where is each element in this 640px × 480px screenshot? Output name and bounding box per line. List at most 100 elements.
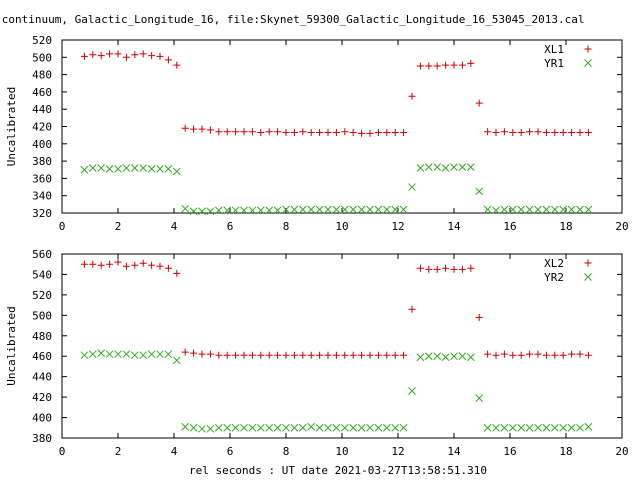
data-point xyxy=(450,265,458,273)
data-point xyxy=(223,423,232,432)
data-point xyxy=(172,167,181,176)
data-point xyxy=(131,261,139,269)
data-point xyxy=(122,164,131,172)
data-point xyxy=(576,205,584,214)
data-point xyxy=(425,62,433,70)
data-point xyxy=(458,61,466,69)
data-point xyxy=(307,422,316,431)
data-point xyxy=(240,206,248,215)
y-tick-label: 500 xyxy=(32,51,52,64)
data-point xyxy=(265,128,273,136)
data-point xyxy=(433,163,442,172)
upper-panel: 320 340 360 380 400 420 440 460 480 500 520 0 2 4 6 8 10… xyxy=(5,34,629,233)
y-tick-label: 400 xyxy=(32,412,52,425)
y-tick-label: 360 xyxy=(32,172,52,185)
y-tick-label: 520 xyxy=(32,34,52,47)
data-point xyxy=(298,423,307,432)
data-point xyxy=(559,129,567,137)
data-point xyxy=(181,348,189,356)
data-point xyxy=(542,205,551,214)
data-point xyxy=(206,424,215,433)
data-point xyxy=(248,423,257,432)
data-point xyxy=(534,423,542,432)
data-point xyxy=(315,205,324,214)
data-point xyxy=(576,350,584,358)
data-point xyxy=(475,313,483,321)
data-point xyxy=(483,205,492,214)
data-point xyxy=(416,353,425,362)
data-point xyxy=(316,129,324,137)
data-point xyxy=(332,205,341,214)
legend-label: XL2 xyxy=(544,257,564,270)
x-tick-label: 12 xyxy=(391,220,404,233)
data-point xyxy=(181,124,189,132)
data-point xyxy=(215,351,223,359)
data-point xyxy=(584,205,593,214)
data-point xyxy=(458,352,467,361)
data-point xyxy=(484,350,492,358)
data-point xyxy=(517,423,526,432)
data-point xyxy=(324,205,332,214)
data-point xyxy=(340,205,349,214)
data-point xyxy=(307,129,315,137)
data-point xyxy=(568,129,576,137)
data-point xyxy=(584,422,593,431)
data-point xyxy=(206,350,214,358)
x-tick-label: 14 xyxy=(447,220,461,233)
data-point xyxy=(408,387,416,395)
data-point xyxy=(340,423,349,432)
data-point xyxy=(139,259,147,267)
data-point xyxy=(542,423,551,432)
data-point xyxy=(374,351,382,359)
data-point xyxy=(400,129,408,137)
data-point xyxy=(282,205,290,214)
data-point xyxy=(450,163,458,172)
y-tick-label: 380 xyxy=(32,432,52,445)
x-tick-label: 2 xyxy=(115,445,122,458)
y-tick-label: 500 xyxy=(32,309,52,322)
data-point xyxy=(198,350,206,358)
x-tick-label: 6 xyxy=(227,445,234,458)
data-point xyxy=(89,51,97,59)
data-point xyxy=(500,205,509,214)
data-point xyxy=(290,423,299,432)
data-point xyxy=(324,129,332,137)
data-point xyxy=(265,351,273,359)
data-point xyxy=(256,206,265,215)
data-point xyxy=(324,351,332,359)
data-point xyxy=(399,205,408,214)
data-point xyxy=(173,269,181,277)
data-point xyxy=(105,350,114,359)
data-point xyxy=(534,350,542,358)
y-tick-label: 440 xyxy=(32,103,52,116)
data-point xyxy=(147,350,156,359)
data-point xyxy=(97,164,106,172)
data-point xyxy=(139,50,147,58)
data-point xyxy=(231,423,240,432)
data-point xyxy=(450,61,458,69)
data-point xyxy=(500,423,509,432)
data-point xyxy=(391,351,399,359)
data-point xyxy=(130,351,139,360)
data-point xyxy=(214,206,223,215)
y-tick-label: 480 xyxy=(32,330,52,343)
data-point xyxy=(181,204,190,213)
x-tick-label: 8 xyxy=(283,445,290,458)
data-point xyxy=(559,423,568,432)
data-point xyxy=(484,128,492,136)
data-point xyxy=(148,52,156,60)
data-point xyxy=(198,207,206,216)
data-point xyxy=(424,163,433,172)
data-point xyxy=(534,128,542,136)
data-point xyxy=(492,206,500,215)
x-tick-label: 18 xyxy=(559,220,572,233)
data-point xyxy=(299,351,307,359)
x-tick-label: 18 xyxy=(559,445,572,458)
data-point xyxy=(190,349,198,357)
data-point xyxy=(508,423,517,432)
data-point xyxy=(584,351,592,359)
y-tick-label: 520 xyxy=(32,289,52,302)
data-point xyxy=(341,128,349,136)
data-point xyxy=(172,356,181,365)
data-point xyxy=(349,423,358,432)
